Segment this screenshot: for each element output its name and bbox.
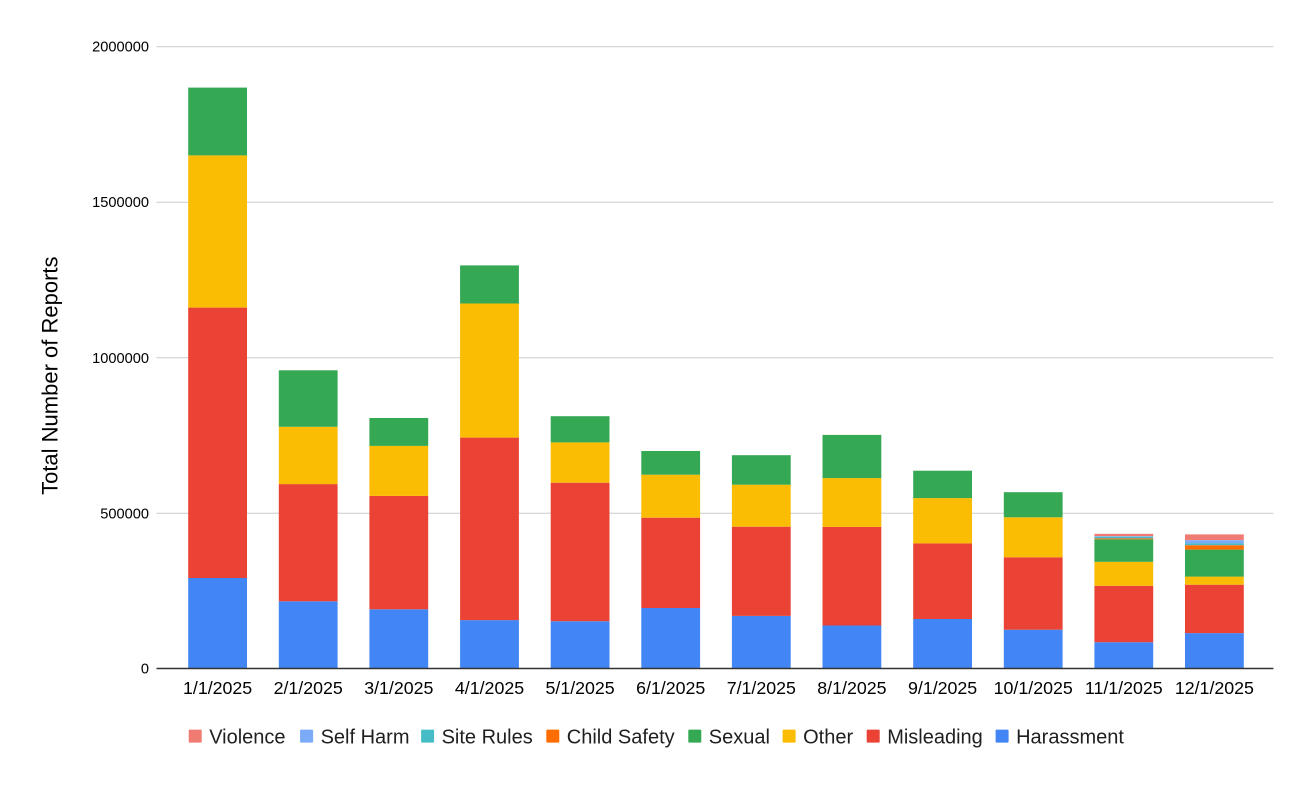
svg-text:Site Rules: Site Rules xyxy=(442,727,533,749)
svg-text:Other: Other xyxy=(803,727,853,749)
svg-text:2/1/2025: 2/1/2025 xyxy=(274,678,343,698)
svg-text:500000: 500000 xyxy=(100,506,149,522)
svg-text:1/1/2025: 1/1/2025 xyxy=(183,678,252,698)
svg-text:Sexual: Sexual xyxy=(709,727,770,749)
svg-text:10/1/2025: 10/1/2025 xyxy=(994,678,1073,698)
svg-text:11/1/2025: 11/1/2025 xyxy=(1085,678,1163,698)
svg-text:Child Safety: Child Safety xyxy=(567,727,675,749)
svg-text:12/1/2025: 12/1/2025 xyxy=(1175,678,1254,698)
svg-text:4/1/2025: 4/1/2025 xyxy=(455,678,524,698)
svg-text:Total Number of Reports: Total Number of Reports xyxy=(37,256,62,494)
svg-text:9/1/2025: 9/1/2025 xyxy=(908,678,977,698)
svg-text:6/1/2025: 6/1/2025 xyxy=(636,678,705,698)
svg-text:Misleading: Misleading xyxy=(887,727,983,749)
svg-text:7/1/2025: 7/1/2025 xyxy=(727,678,796,698)
svg-text:0: 0 xyxy=(141,662,149,678)
svg-text:2000000: 2000000 xyxy=(92,40,149,56)
svg-text:3/1/2025: 3/1/2025 xyxy=(364,678,433,698)
svg-text:Violence: Violence xyxy=(209,727,285,749)
svg-text:Self Harm: Self Harm xyxy=(321,727,410,749)
svg-text:Harassment: Harassment xyxy=(1016,727,1124,749)
svg-text:1500000: 1500000 xyxy=(92,195,149,211)
svg-text:8/1/2025: 8/1/2025 xyxy=(817,678,886,698)
svg-text:5/1/2025: 5/1/2025 xyxy=(545,678,614,698)
svg-text:1000000: 1000000 xyxy=(92,351,149,367)
